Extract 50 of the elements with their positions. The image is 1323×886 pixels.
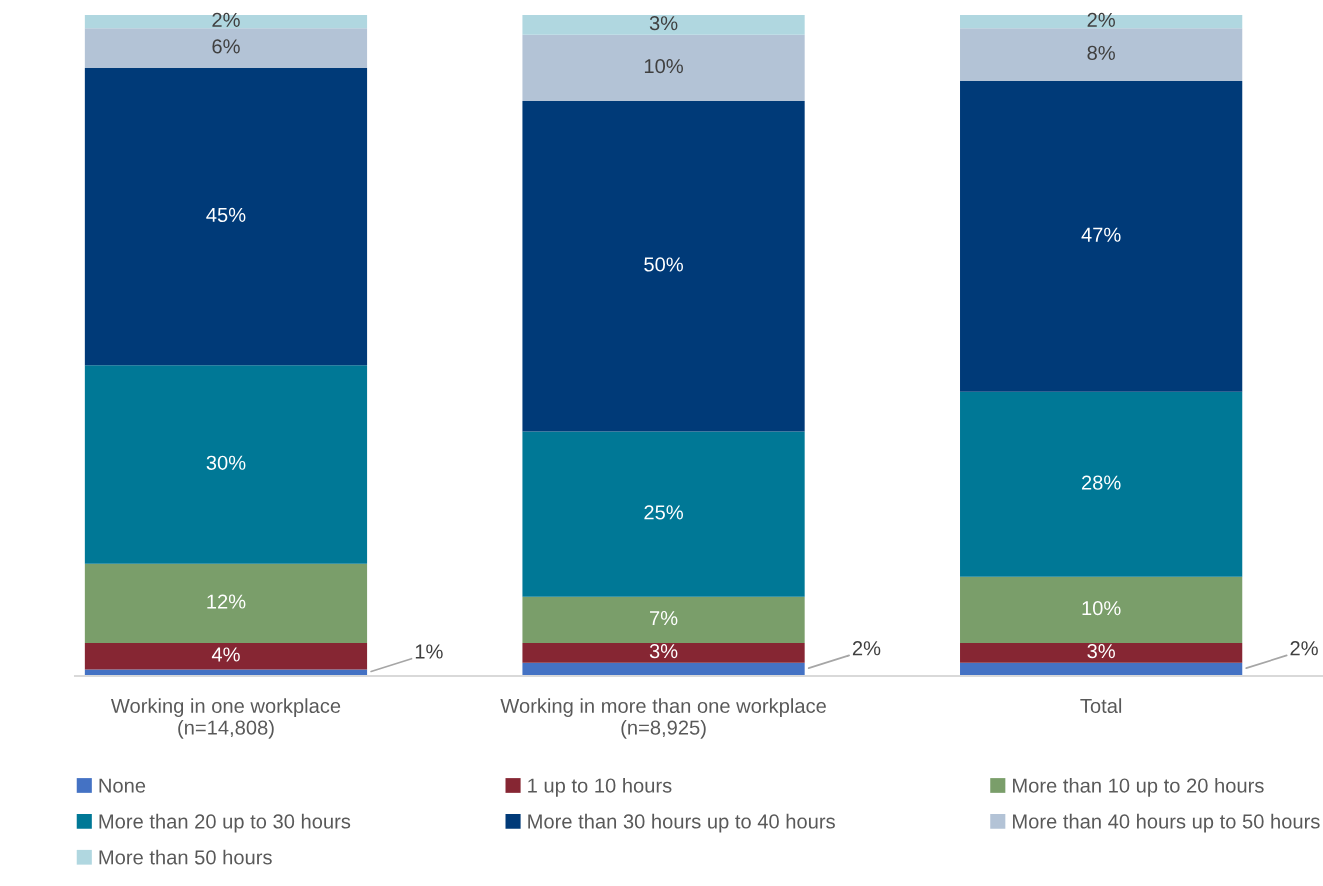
data-label: 6% <box>212 39 240 54</box>
data-label: 2% <box>212 12 240 27</box>
data-label: 2% <box>1290 641 1318 656</box>
bar <box>522 15 805 35</box>
bar <box>84 28 368 68</box>
bar <box>84 669 368 676</box>
legend-label: More than 40 hours up to 50 hours <box>1013 813 1320 833</box>
legend-label: More than 10 up to 20 hours <box>1013 777 1264 797</box>
x-tick-label: Working in more than one workplace (n=8,925) <box>500 698 826 739</box>
bar <box>960 662 1243 676</box>
bar <box>522 100 805 432</box>
bar <box>84 642 368 670</box>
bar <box>960 391 1243 577</box>
data-label: 25% <box>644 505 683 520</box>
bar <box>960 576 1243 643</box>
bar <box>84 563 368 643</box>
legend-label: More than 20 up to 30 hours <box>99 813 351 833</box>
bar <box>522 34 805 101</box>
data-label: 10% <box>644 59 683 74</box>
bar <box>960 81 1243 392</box>
data-label: 30% <box>206 455 246 470</box>
data-label: 12% <box>207 594 246 609</box>
legend-label: More than 50 hours <box>99 849 272 865</box>
data-label: 3% <box>1087 644 1115 659</box>
data-label: 7% <box>650 611 678 626</box>
data-label: 3% <box>649 16 678 31</box>
bar <box>84 67 368 366</box>
x-tick-label: Total <box>1080 698 1122 714</box>
data-label: 50% <box>644 257 683 272</box>
bar <box>522 642 805 663</box>
bar <box>960 28 1243 82</box>
bar <box>522 662 805 676</box>
data-label: 10% <box>1082 601 1121 616</box>
data-label: 1% <box>415 644 443 659</box>
bar <box>522 431 805 597</box>
data-label: 2% <box>852 641 881 656</box>
bar <box>522 596 805 643</box>
data-label: 47% <box>1081 227 1121 242</box>
x-tick-label: Working in one workplace (n=14,808) <box>110 698 341 739</box>
bar <box>960 642 1243 663</box>
data-label: 28% <box>1082 475 1121 490</box>
data-label: 8% <box>1087 45 1115 61</box>
legend-label: More than 30 hours up to 40 hours <box>528 813 835 833</box>
data-label: 2% <box>1087 12 1115 27</box>
bar <box>84 365 368 564</box>
data-label: 4% <box>211 647 240 662</box>
data-label: 45% <box>206 207 246 223</box>
legend-label: None <box>99 778 146 793</box>
data-label: 3% <box>649 644 678 659</box>
legend-label: 1 up to 10 hours <box>528 777 672 797</box>
